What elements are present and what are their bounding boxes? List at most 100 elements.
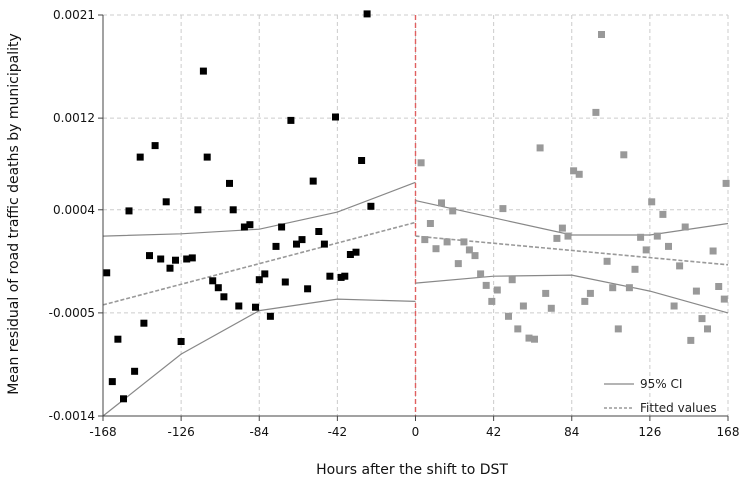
pre-dst-point bbox=[194, 206, 202, 214]
post-dst-point bbox=[432, 245, 440, 253]
post-dst-point bbox=[508, 276, 516, 284]
post-dst-point bbox=[704, 325, 711, 333]
post-dst-point bbox=[421, 236, 429, 244]
pre-dst-point bbox=[332, 113, 339, 121]
x-tick-label: 126 bbox=[638, 425, 661, 439]
post-dst-point bbox=[564, 232, 572, 240]
post-dst-point bbox=[592, 108, 600, 116]
pre-dst-point bbox=[240, 223, 248, 231]
post-dst-point bbox=[676, 262, 684, 270]
pre-dst-point bbox=[108, 378, 116, 386]
post-dst-point bbox=[536, 144, 544, 152]
pre-dst-point bbox=[203, 153, 211, 161]
pre-dst-point bbox=[320, 240, 328, 248]
post-dst-point bbox=[709, 247, 717, 255]
post-dst-point bbox=[454, 260, 462, 268]
pre-dst-point bbox=[188, 254, 196, 262]
pre-dst-point bbox=[315, 228, 323, 235]
pre-dst-point bbox=[326, 272, 334, 280]
x-tick-label: -168 bbox=[89, 425, 116, 439]
post-dst-point bbox=[514, 325, 522, 333]
pre-dst-point bbox=[209, 277, 217, 285]
post-dst-point bbox=[525, 334, 533, 342]
post-dst-point bbox=[665, 242, 672, 250]
x-tick-label: 0 bbox=[412, 425, 420, 439]
pre-dst-point bbox=[261, 270, 269, 278]
pre-dst-point bbox=[358, 157, 366, 164]
post-dst-point bbox=[570, 167, 578, 175]
legend: 95% CI Fitted values bbox=[604, 377, 717, 415]
pre-dst-point bbox=[235, 302, 243, 310]
pre-dst-point bbox=[346, 251, 354, 258]
post-dst-point bbox=[722, 179, 730, 187]
post-dst-point bbox=[603, 257, 611, 265]
post-dst-point bbox=[586, 289, 594, 297]
pre-dst-point bbox=[214, 284, 222, 292]
post-dst-point bbox=[575, 170, 583, 178]
post-dst-point bbox=[547, 304, 555, 312]
post-dst-point bbox=[477, 270, 485, 278]
pre-dst-point bbox=[114, 335, 122, 343]
pre-dst-point bbox=[229, 206, 237, 214]
post-dst-point bbox=[519, 302, 527, 310]
x-tick-label: 42 bbox=[486, 425, 501, 439]
pre-dst-point bbox=[226, 179, 233, 187]
pre-dst-point bbox=[146, 252, 153, 260]
post-dst-point bbox=[653, 232, 661, 240]
pre-dst-point bbox=[166, 264, 174, 272]
pre-dst-point bbox=[183, 255, 191, 263]
pre-dst-point bbox=[272, 242, 280, 250]
post-dst-point bbox=[488, 297, 496, 305]
y-tick-label: -0.0014 bbox=[49, 409, 95, 423]
post-dst-point bbox=[637, 233, 645, 241]
pre-dst-point bbox=[252, 303, 259, 311]
pre-dst-point bbox=[363, 10, 371, 18]
fitted-lines bbox=[102, 181, 729, 417]
post-dst-point bbox=[460, 238, 468, 246]
post-dst-point bbox=[715, 283, 723, 290]
pre-dst-point bbox=[199, 67, 207, 75]
post-dst-point bbox=[670, 302, 678, 310]
data-points bbox=[103, 10, 730, 403]
pre-dst-point bbox=[246, 221, 254, 229]
post-dst-point bbox=[609, 284, 617, 292]
ci-line bbox=[102, 181, 416, 237]
pre-dst-point bbox=[278, 223, 286, 231]
post-dst-point bbox=[687, 336, 695, 344]
pre-dst-point bbox=[220, 293, 228, 301]
post-dst-point bbox=[499, 205, 507, 213]
post-dst-point bbox=[443, 238, 451, 246]
post-dst-point bbox=[620, 151, 628, 159]
post-dst-point bbox=[493, 286, 501, 294]
y-tick-label: -0.0005 bbox=[49, 306, 95, 320]
pre-dst-point bbox=[125, 207, 133, 215]
post-dst-point bbox=[614, 325, 622, 333]
fitted-line bbox=[415, 235, 729, 266]
post-dst-point bbox=[659, 210, 667, 218]
post-dst-point bbox=[720, 295, 728, 303]
y-tick-label: 0.0021 bbox=[53, 8, 95, 22]
pre-dst-point bbox=[341, 272, 349, 280]
pre-dst-point bbox=[309, 177, 317, 185]
pre-dst-point bbox=[103, 269, 111, 277]
pre-dst-point bbox=[281, 278, 289, 286]
pre-dst-point bbox=[177, 338, 185, 345]
pre-dst-point bbox=[255, 276, 263, 284]
post-dst-point bbox=[648, 198, 656, 206]
pre-dst-point bbox=[304, 285, 312, 293]
y-axis-title: Mean residual of road traffic deaths by … bbox=[6, 33, 22, 395]
legend-fit-label: Fitted values bbox=[640, 401, 717, 415]
x-tick-label: -42 bbox=[328, 425, 348, 439]
post-dst-point bbox=[598, 31, 605, 38]
x-tick-label: -126 bbox=[168, 425, 195, 439]
post-dst-point bbox=[465, 246, 473, 254]
post-dst-point bbox=[505, 312, 512, 320]
post-dst-point bbox=[438, 199, 445, 207]
pre-dst-point bbox=[131, 367, 139, 375]
axes: -0.0014 -0.0005 0.0004 0.0012 0.0021 -168 -126… bbox=[49, 8, 740, 439]
post-dst-point bbox=[417, 159, 425, 167]
pre-dst-point bbox=[140, 319, 148, 327]
post-dst-point bbox=[692, 287, 700, 295]
